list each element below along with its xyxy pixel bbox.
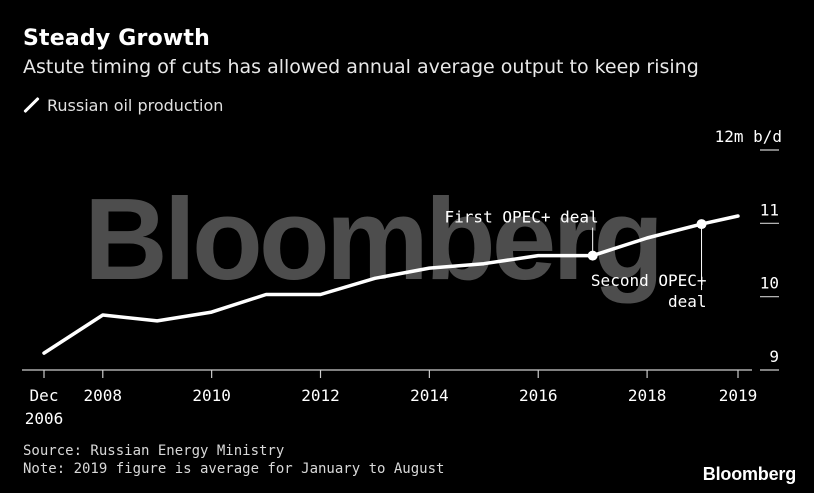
chart-subtitle: Astute timing of cuts has allowed annual…	[23, 56, 699, 78]
x-tick-label: 2010	[192, 386, 231, 405]
annotation-marker	[696, 219, 707, 230]
bloomberg-logo: Bloomberg	[702, 464, 796, 484]
x-tick-label: 2014	[410, 386, 449, 405]
x-tick-label: 2016	[519, 386, 558, 405]
annotation-label: First OPEC+ deal	[445, 208, 599, 227]
x-tick-label: 2008	[84, 386, 123, 405]
x-tick-label: 2012	[301, 386, 340, 405]
y-tick-label: 10	[760, 274, 779, 293]
x-tick-label: Dec	[30, 386, 59, 405]
annotation-label: deal	[668, 292, 707, 311]
legend: Russian oil production	[23, 94, 223, 116]
annotation-marker	[587, 250, 598, 261]
series-line-russian-oil-production	[42, 214, 740, 355]
chart-title: Steady Growth	[23, 26, 211, 51]
line-chart: Bloomberg 9 10 11 12m b/d Dec 2006 2008 2010 2012…	[22, 127, 782, 428]
y-tick-label: 11	[760, 200, 779, 219]
source-note: Source: Russian Energy Ministry	[23, 443, 285, 459]
x-tick-label: 2018	[628, 386, 667, 405]
watermark-text: Bloomberg	[84, 174, 660, 304]
annotation-label: Second OPEC+	[591, 271, 707, 290]
x-tick-label: 2019	[719, 386, 758, 405]
x-tick-label: 2006	[25, 409, 64, 428]
y-tick-label: 12m b/d	[715, 127, 782, 146]
legend-label: Russian oil production	[47, 95, 224, 115]
footnote: Note: 2019 figure is average for January…	[23, 461, 445, 477]
y-tick-label: 9	[769, 347, 779, 366]
